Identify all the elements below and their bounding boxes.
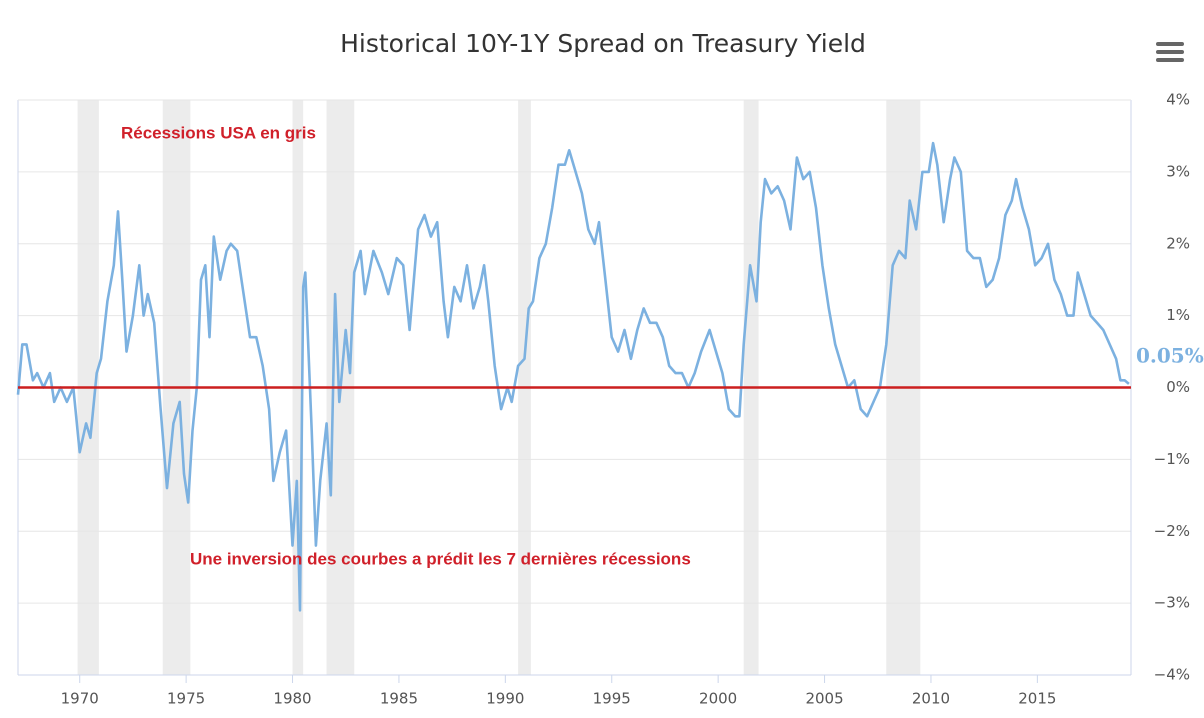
x-tick-label: 1985 — [380, 690, 418, 708]
y-tick-label: 2% — [1166, 234, 1190, 252]
menu-bar[interactable] — [1156, 58, 1184, 62]
x-tick-label: 1990 — [486, 690, 524, 708]
menu-button[interactable] — [1156, 42, 1184, 62]
x-tick-label: 1970 — [61, 690, 99, 708]
chart-title: Historical 10Y-1Y Spread on Treasury Yie… — [340, 29, 866, 58]
y-tick-label: −4% — [1154, 666, 1190, 684]
y-tick-label: 0% — [1166, 378, 1190, 396]
spread-line — [16, 141, 1130, 612]
x-tick-label: 2010 — [912, 690, 950, 708]
annotation: Récessions USA en gris — [121, 123, 316, 142]
y-tick-label: −3% — [1154, 594, 1190, 612]
x-tick-label: 1995 — [593, 690, 631, 708]
y-tick-label: −1% — [1154, 450, 1190, 468]
x-tick-label: 2015 — [1018, 690, 1056, 708]
x-tick-label: 1980 — [273, 690, 311, 708]
x-tick-label: 2000 — [699, 690, 737, 708]
annotation: Une inversion des courbes a prédit les 7… — [190, 549, 691, 568]
x-tick-label: 2005 — [805, 690, 843, 708]
y-tick-label: 3% — [1166, 162, 1190, 180]
menu-bar[interactable] — [1156, 50, 1184, 54]
menu-bar[interactable] — [1156, 42, 1184, 46]
y-tick-label: 4% — [1166, 91, 1190, 109]
y-tick-label: 1% — [1166, 306, 1190, 324]
y-tick-label: −2% — [1154, 522, 1190, 540]
last-value-label: 0.05% — [1136, 343, 1204, 367]
x-tick-label: 1975 — [167, 690, 205, 708]
